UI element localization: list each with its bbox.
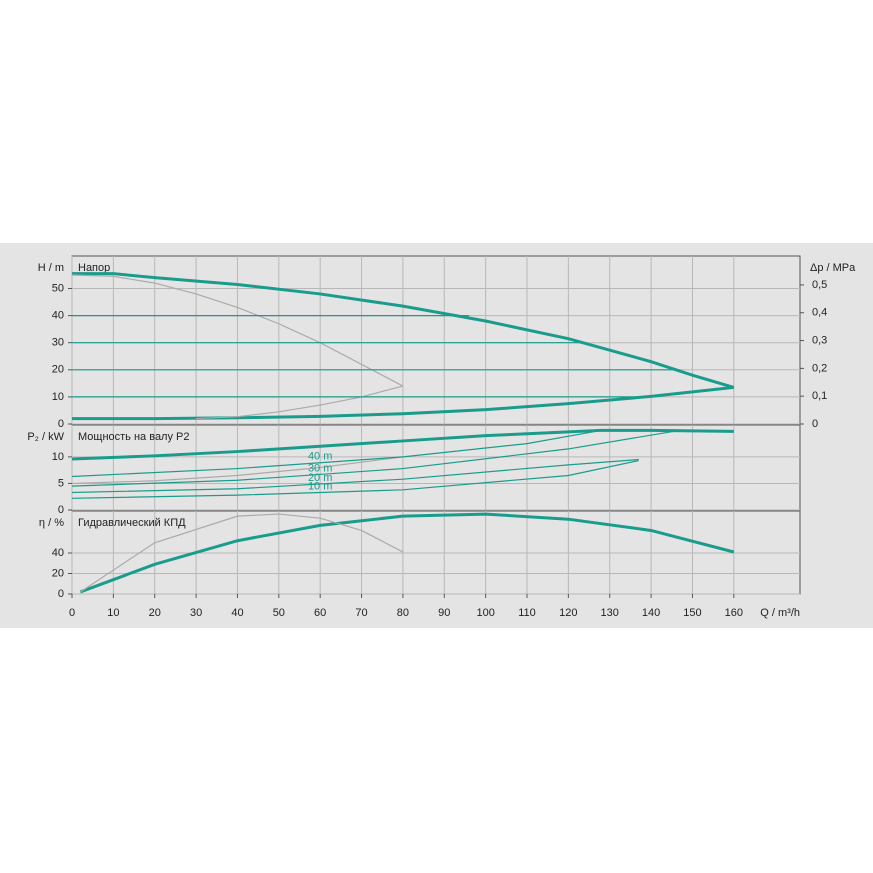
y2-axis-label: Δp / MPa [810, 262, 856, 274]
x-tick-label: 30 [190, 607, 202, 619]
curve [71, 429, 681, 487]
curve [72, 385, 734, 421]
y-tick-label: 40 [52, 310, 64, 322]
x-tick-label: 160 [725, 607, 743, 619]
curve [79, 513, 404, 593]
curve [71, 458, 639, 494]
y-axis-label: H / m [38, 262, 64, 274]
y-tick-label: 0 [58, 504, 64, 516]
y-axis-label: η / % [39, 517, 64, 529]
y-tick-label: 10 [52, 451, 64, 463]
x-tick-label: 70 [355, 607, 367, 619]
y-tick-label: 50 [52, 282, 64, 294]
curve-label: 20 m [308, 472, 332, 484]
x-tick-label: 40 [231, 607, 243, 619]
x-tick-label: 140 [642, 607, 660, 619]
curve [79, 512, 735, 594]
plot-area [71, 255, 801, 425]
y2-tick-label: 0,1 [812, 390, 827, 402]
y-tick-label: 5 [58, 477, 64, 489]
curve-label: 40 m [308, 451, 332, 463]
curve [71, 428, 734, 461]
panel-title: Гидравлический КПД [78, 517, 186, 529]
curve [71, 460, 639, 499]
y-axis-label: P₂ / kW [27, 431, 64, 443]
y-tick-label: 20 [52, 567, 64, 579]
curve [196, 385, 404, 420]
y-tick-label: 0 [58, 588, 64, 600]
panel-title: Напор [78, 262, 110, 274]
y-tick-label: 30 [52, 337, 64, 349]
x-tick-label: 90 [438, 607, 450, 619]
y-tick-label: 10 [52, 391, 64, 403]
x-tick-label: 50 [273, 607, 285, 619]
x-tick-label: 60 [314, 607, 326, 619]
x-tick-label: 130 [601, 607, 619, 619]
panel-title: Мощность на валу P2 [78, 431, 190, 443]
y2-tick-label: 0,3 [812, 334, 827, 346]
curve [72, 272, 735, 389]
x-tick-label: 110 [518, 607, 536, 619]
x-tick-label: 150 [683, 607, 701, 619]
curve-label: 30 m [308, 462, 332, 474]
curve [71, 429, 602, 478]
y-tick-label: 0 [58, 418, 64, 430]
x-tick-label: 100 [476, 607, 494, 619]
y2-tick-label: 0,5 [812, 279, 827, 291]
x-tick-label: 80 [397, 607, 409, 619]
y-tick-label: 40 [52, 547, 64, 559]
x-tick-label: 120 [559, 607, 577, 619]
x-tick-label: 20 [149, 607, 161, 619]
x-axis-label: Q / m³/h [760, 607, 800, 619]
y-tick-label: 20 [52, 364, 64, 376]
y2-tick-label: 0,4 [812, 307, 827, 319]
curve [71, 274, 404, 387]
x-tick-label: 10 [107, 607, 119, 619]
y2-tick-label: 0 [812, 418, 818, 430]
x-tick-label: 0 [69, 607, 75, 619]
curve-label: 10 m [308, 480, 332, 492]
curve [71, 456, 403, 485]
y2-tick-label: 0,2 [812, 362, 827, 374]
